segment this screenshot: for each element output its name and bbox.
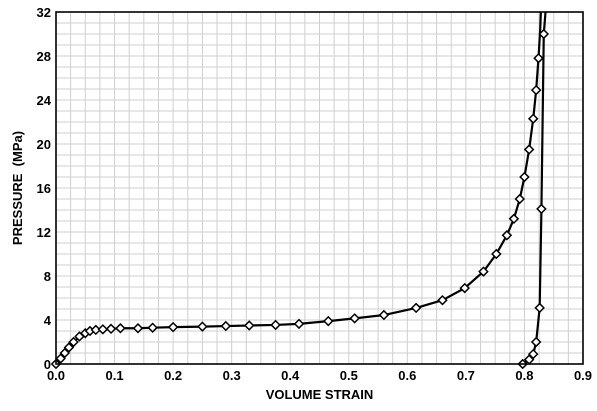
x-tick-label: 0.8: [515, 368, 533, 383]
x-tick-label: 0.2: [164, 368, 182, 383]
diamond-marker: [220, 320, 232, 332]
x-tick-label: 0.6: [398, 368, 416, 383]
y-axis-title: PRESSURE (MPa): [10, 131, 25, 245]
x-tick-label: 0.7: [457, 368, 475, 383]
series-group: [50, 12, 550, 370]
diamond-marker: [527, 113, 539, 124]
diamond-marker: [323, 315, 334, 327]
diamond-marker: [243, 320, 255, 331]
diamond-marker: [55, 353, 66, 364]
y-tick-label: 4: [44, 313, 52, 328]
grid: [56, 12, 583, 364]
diamond-marker: [459, 282, 470, 294]
y-tick-label: 32: [37, 5, 51, 20]
y-tick-label: 28: [37, 49, 51, 64]
diamond-marker: [508, 213, 520, 225]
x-tick-label: 0.4: [281, 368, 300, 383]
diamond-marker: [501, 230, 513, 241]
diamond-marker: [514, 193, 526, 205]
diamond-marker: [97, 324, 109, 335]
diamond-marker: [105, 323, 117, 335]
diamond-marker: [147, 322, 158, 333]
diamond-marker: [63, 342, 75, 353]
x-tick-label: 0.5: [340, 368, 358, 383]
plot-frame: [55, 11, 584, 365]
y-tick-label: 24: [37, 93, 52, 108]
x-axis-title: VOLUME STRAIN: [266, 387, 374, 402]
y-axis-ticks: 0 4 8 12 16 20 24 28 32: [37, 5, 52, 372]
diamond-marker: [115, 322, 126, 334]
y-tick-label: 8: [44, 269, 51, 284]
diamond-marker: [132, 322, 144, 334]
diamond-marker: [491, 248, 502, 260]
diamond-marker: [167, 321, 179, 333]
diamond-marker: [349, 313, 360, 324]
y-tick-label: 16: [37, 181, 51, 196]
diamond-marker: [197, 321, 208, 332]
y-tick-label: 20: [37, 137, 51, 152]
diamond-marker: [530, 336, 542, 348]
diamond-marker: [523, 144, 535, 155]
diamond-marker: [530, 84, 542, 96]
diamond-marker: [538, 28, 550, 40]
diamond-marker: [533, 52, 544, 64]
diamond-marker: [536, 203, 547, 215]
diamond-marker: [527, 348, 539, 360]
x-axis-ticks: 0.0 0.1 0.2 0.3 0.4 0.5 0.6 0.7 0.8 0.9: [47, 368, 592, 383]
diamond-marker: [534, 302, 545, 314]
diamond-marker: [519, 171, 530, 183]
y-tick-label: 12: [37, 225, 51, 240]
diamond-marker: [437, 294, 448, 306]
x-tick-label: 0.3: [223, 368, 241, 383]
diamond-marker: [378, 309, 390, 321]
x-tick-label: 0.0: [47, 368, 65, 383]
diamond-marker: [478, 266, 489, 277]
x-tick-label: 0.9: [574, 368, 592, 383]
x-tick-label: 0.1: [106, 368, 124, 383]
diamond-marker: [410, 302, 422, 314]
diamond-marker: [68, 336, 79, 348]
diamond-marker: [293, 318, 305, 330]
y-tick-label: 0: [44, 357, 51, 372]
diamond-marker: [270, 319, 281, 331]
diamond-marker: [59, 347, 71, 359]
